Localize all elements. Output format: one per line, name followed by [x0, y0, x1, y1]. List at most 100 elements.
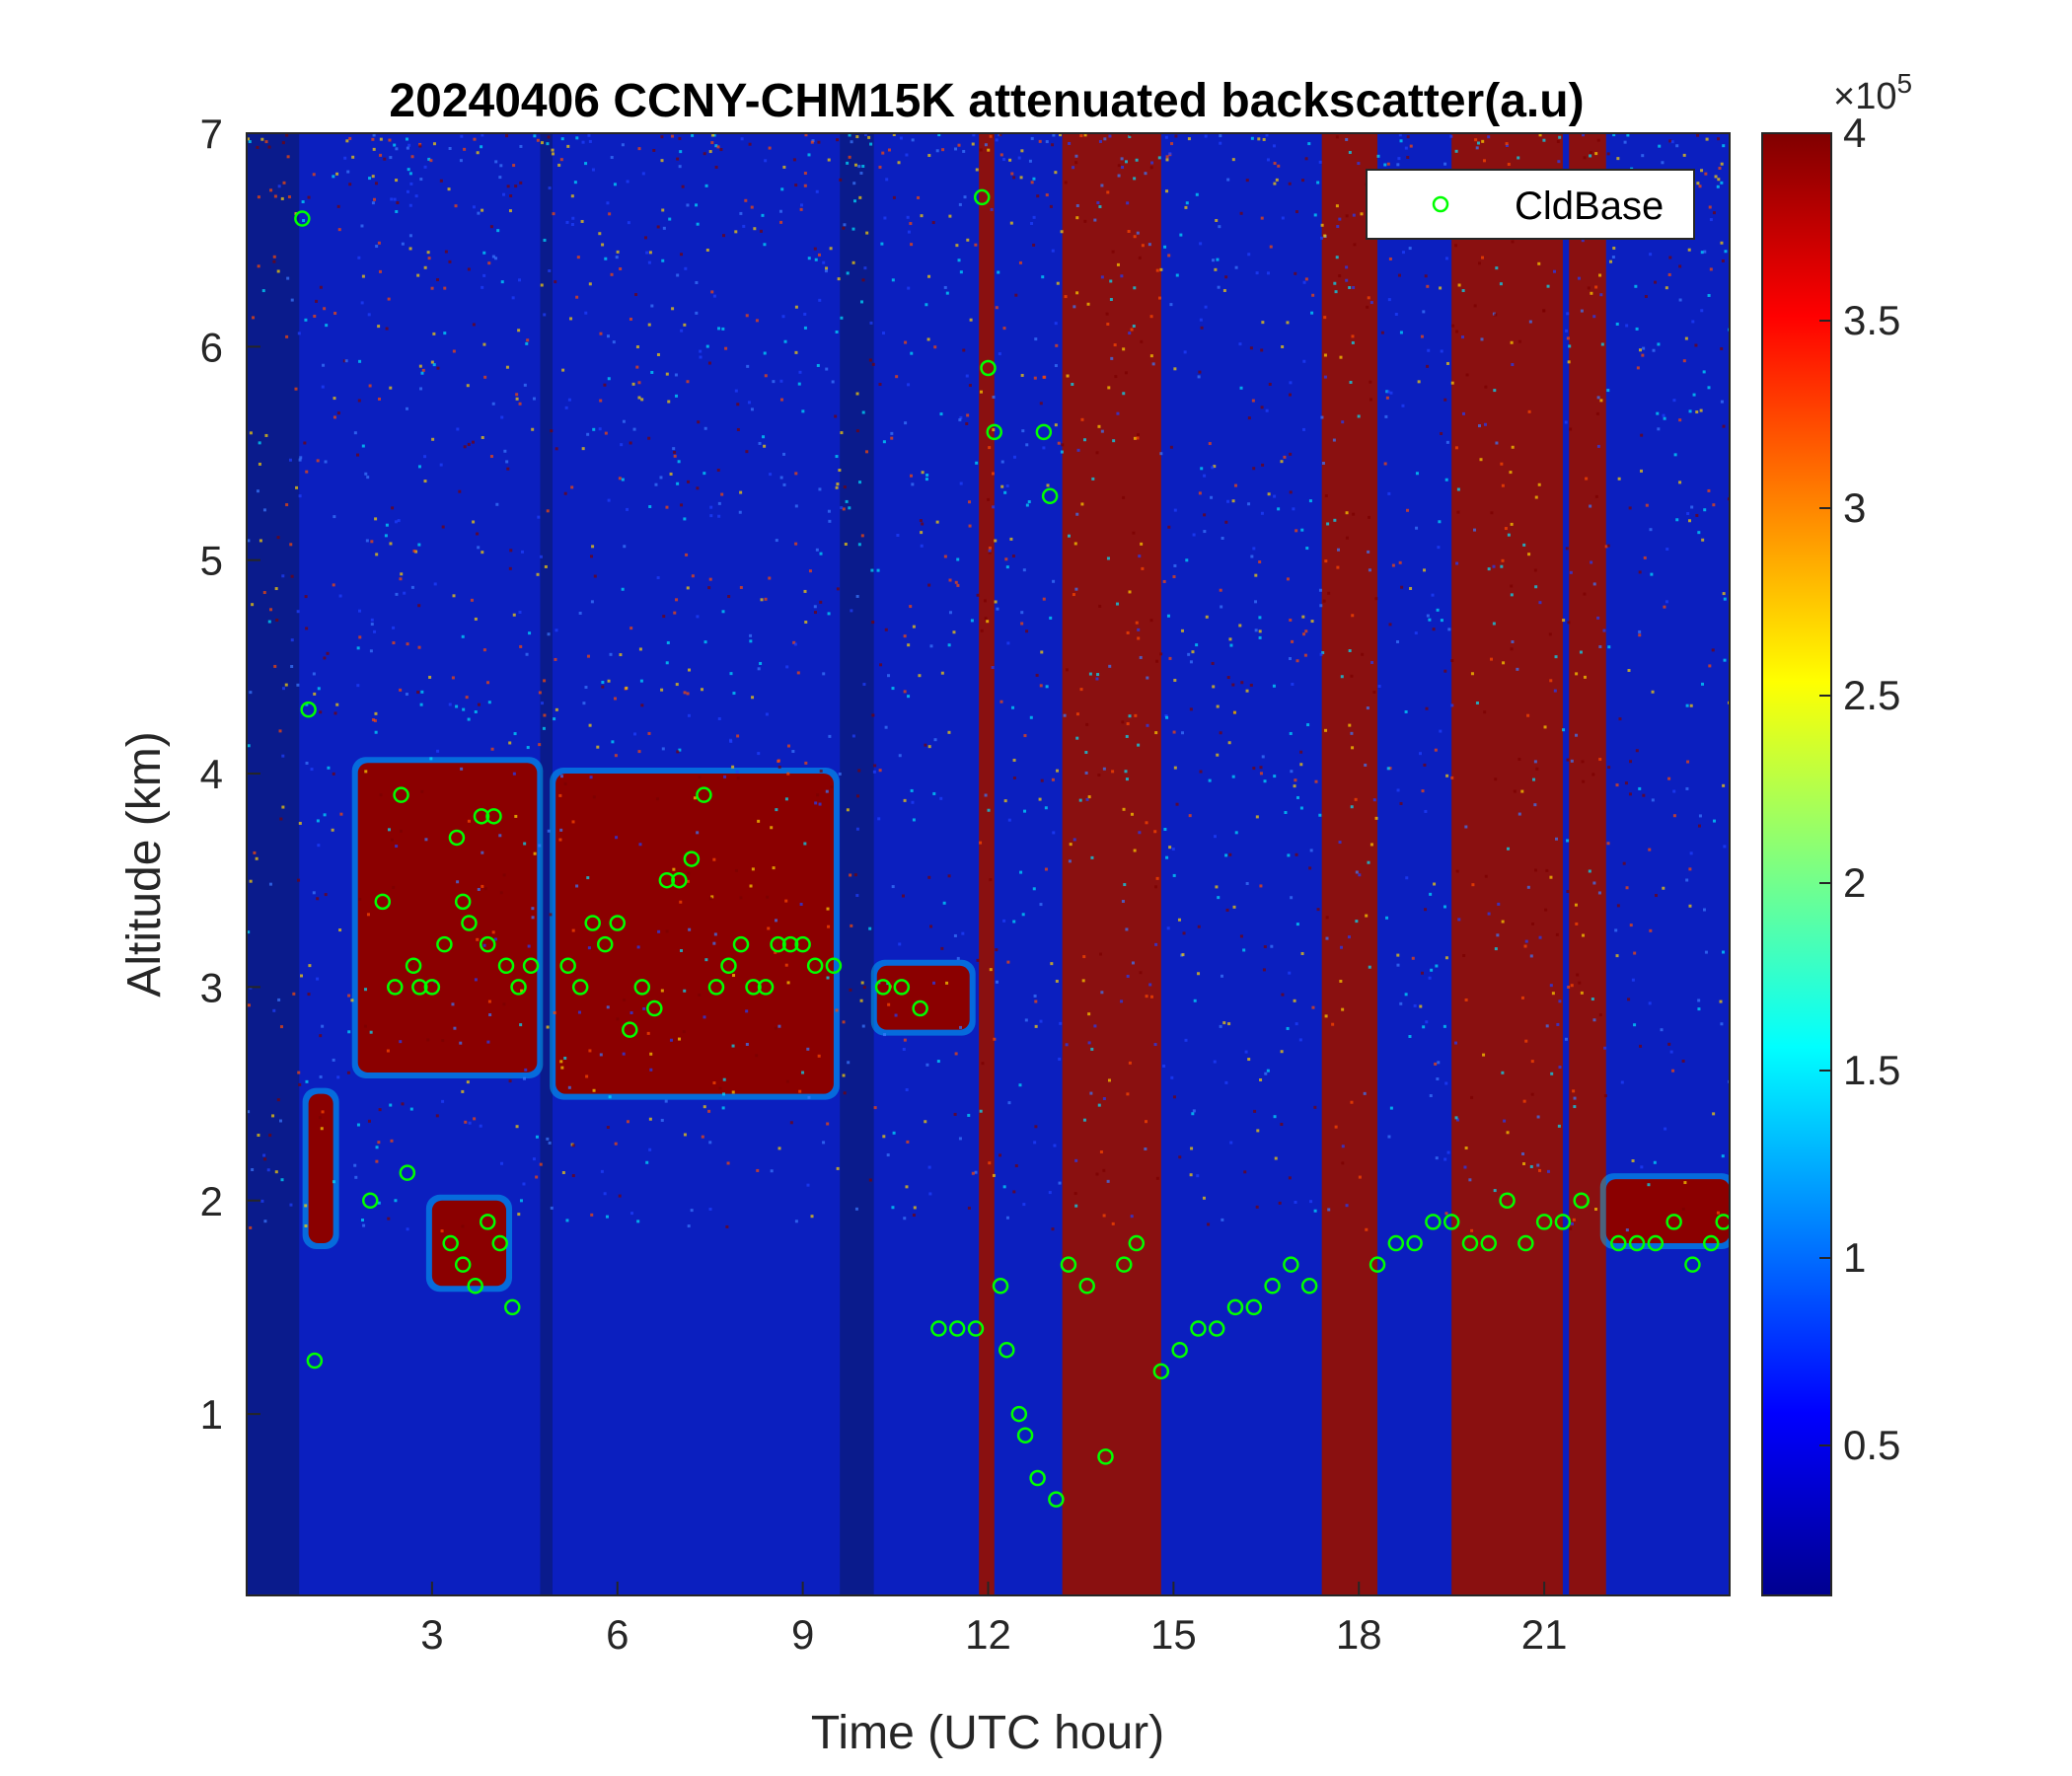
noise-speck — [1338, 217, 1342, 221]
noise-speck — [1259, 884, 1263, 888]
noise-speck — [917, 195, 921, 199]
cldbase-point — [1461, 1234, 1479, 1252]
noise-speck — [1203, 513, 1207, 517]
noise-speck — [1090, 855, 1094, 859]
noise-speck — [819, 552, 823, 555]
noise-speck — [1068, 141, 1072, 145]
noise-speck — [817, 1054, 821, 1058]
noise-speck — [794, 305, 798, 309]
noise-speck — [1017, 156, 1021, 160]
cldbase-point — [522, 957, 540, 975]
noise-speck — [313, 314, 317, 318]
noise-speck — [1500, 564, 1504, 568]
noise-speck — [1306, 723, 1310, 727]
noise-speck — [1611, 256, 1615, 259]
noise-speck — [979, 841, 983, 845]
noise-speck — [703, 1105, 706, 1109]
noise-speck — [1095, 677, 1099, 681]
noise-speck — [1566, 758, 1570, 762]
noise-speck — [1445, 774, 1449, 777]
noise-speck — [836, 482, 840, 486]
legend-box[interactable]: CldBase — [1366, 169, 1695, 240]
noise-speck — [1345, 511, 1349, 515]
noise-speck — [683, 989, 687, 993]
noise-speck — [543, 313, 547, 317]
noise-speck — [371, 718, 375, 722]
noise-speck — [276, 536, 280, 540]
noise-speck — [1685, 703, 1689, 707]
noise-speck — [432, 332, 436, 335]
noise-speck — [423, 165, 427, 169]
noise-speck — [1290, 896, 1294, 900]
noise-speck — [810, 140, 814, 144]
noise-speck — [365, 539, 369, 543]
noise-speck — [361, 444, 365, 448]
noise-speck — [1339, 945, 1343, 949]
noise-speck — [911, 800, 915, 804]
noise-speck — [703, 640, 707, 644]
noise-speck — [1084, 771, 1088, 775]
noise-speck — [1714, 175, 1718, 179]
noise-speck — [285, 334, 289, 338]
noise-speck — [940, 671, 944, 675]
noise-speck — [858, 195, 862, 199]
noise-speck — [1260, 216, 1264, 220]
noise-speck — [586, 654, 590, 658]
noise-speck — [1289, 618, 1293, 622]
noise-speck — [1564, 1037, 1568, 1041]
noise-speck — [1074, 587, 1078, 591]
noise-speck — [417, 645, 421, 649]
noise-speck — [729, 738, 733, 742]
noise-speck — [1086, 302, 1090, 306]
noise-speck — [933, 738, 937, 742]
noise-speck — [1073, 1192, 1077, 1196]
noise-speck — [669, 1038, 673, 1042]
noise-speck — [1460, 335, 1464, 339]
noise-speck — [1602, 629, 1606, 632]
noise-speck — [430, 360, 434, 364]
noise-speck — [1657, 342, 1661, 346]
noise-speck — [876, 568, 880, 572]
noise-speck — [1294, 778, 1297, 782]
noise-speck — [1685, 786, 1689, 790]
noise-speck — [1128, 332, 1132, 335]
noise-speck — [490, 747, 494, 751]
noise-speck — [362, 1223, 366, 1227]
noise-speck — [722, 1092, 726, 1096]
noise-speck — [395, 592, 399, 596]
noise-speck — [1202, 1196, 1206, 1200]
noise-speck — [1526, 885, 1530, 889]
noise-speck — [601, 243, 605, 247]
noise-speck — [1204, 305, 1208, 309]
noise-speck — [846, 808, 850, 812]
noise-speck — [1075, 203, 1079, 207]
noise-speck — [1265, 133, 1269, 137]
noise-speck — [1698, 185, 1702, 188]
noise-speck — [496, 229, 500, 233]
noise-speck — [342, 359, 346, 363]
noise-speck — [427, 257, 431, 260]
noise-speck — [1044, 867, 1048, 871]
noise-speck — [561, 368, 565, 372]
noise-speck — [1650, 572, 1654, 576]
noise-speck — [1149, 995, 1153, 999]
noise-speck — [1352, 286, 1356, 290]
noise-speck — [512, 164, 516, 168]
noise-speck — [456, 880, 460, 884]
noise-speck — [1042, 446, 1046, 450]
noise-speck — [1641, 353, 1645, 357]
noise-speck — [999, 1153, 1002, 1157]
noise-speck — [1093, 1024, 1097, 1028]
noise-speck — [1481, 139, 1485, 143]
cldbase-point — [510, 979, 527, 996]
noise-speck — [1549, 875, 1553, 879]
noise-speck — [290, 298, 294, 302]
noise-speck — [1163, 828, 1167, 832]
noise-speck — [482, 273, 486, 277]
noise-speck — [264, 433, 268, 437]
noise-speck — [1133, 436, 1137, 440]
noise-speck — [1253, 1109, 1257, 1113]
noise-speck — [1325, 936, 1329, 940]
noise-speck — [1357, 162, 1361, 166]
noise-speck — [312, 891, 316, 895]
